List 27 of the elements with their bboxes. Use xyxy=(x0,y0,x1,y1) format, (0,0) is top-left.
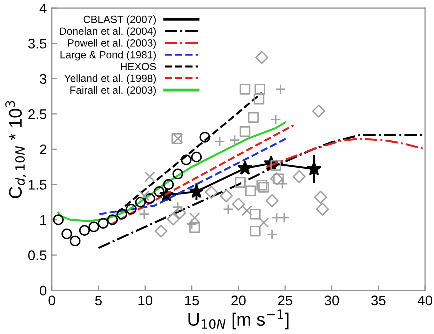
x-tick-label: 10 xyxy=(138,296,153,306)
legend-label: Powell et al. (2003) xyxy=(68,39,156,49)
legend-label: Large & Pond (1981) xyxy=(60,51,156,61)
legend-label: CBLAST (2007) xyxy=(84,16,156,26)
x-tick-label: 35 xyxy=(371,296,386,306)
legend-label: Yelland et al. (1998) xyxy=(64,74,156,84)
legend-label: Donelan et al. (2004) xyxy=(60,27,156,38)
x-tick-label: 5 xyxy=(95,296,102,306)
x-tick-label: 20 xyxy=(232,296,246,306)
x-tick-label: 40 xyxy=(418,296,432,306)
y-tick-label: 2 xyxy=(40,144,47,154)
y-tick-label: 1 xyxy=(40,216,47,226)
y-tick-label: 1.5 xyxy=(28,180,47,190)
x-axis-title: U$_{10N}$ [m s$^{−1}$] xyxy=(188,310,289,330)
y-axis-title: C$_{d,10N}$ * 10$^{3}$ xyxy=(6,101,26,198)
y-tick-label: 4 xyxy=(40,4,47,14)
y-tick-label: 3.5 xyxy=(28,38,47,49)
x-tick-label: 15 xyxy=(185,296,200,306)
x-tick-label: 25 xyxy=(278,296,292,306)
x-tick-label: 30 xyxy=(324,296,340,306)
y-tick-label: 2.5 xyxy=(28,110,47,120)
legend-label: Fairall et al. (2003) xyxy=(70,86,156,96)
y-tick-label: 3 xyxy=(40,74,47,84)
legend-label: HEXOS xyxy=(121,63,156,70)
x-tick-label: 0 xyxy=(48,296,56,306)
y-tick-label: 0.5 xyxy=(28,250,47,260)
y-tick-label: 0 xyxy=(40,286,47,296)
